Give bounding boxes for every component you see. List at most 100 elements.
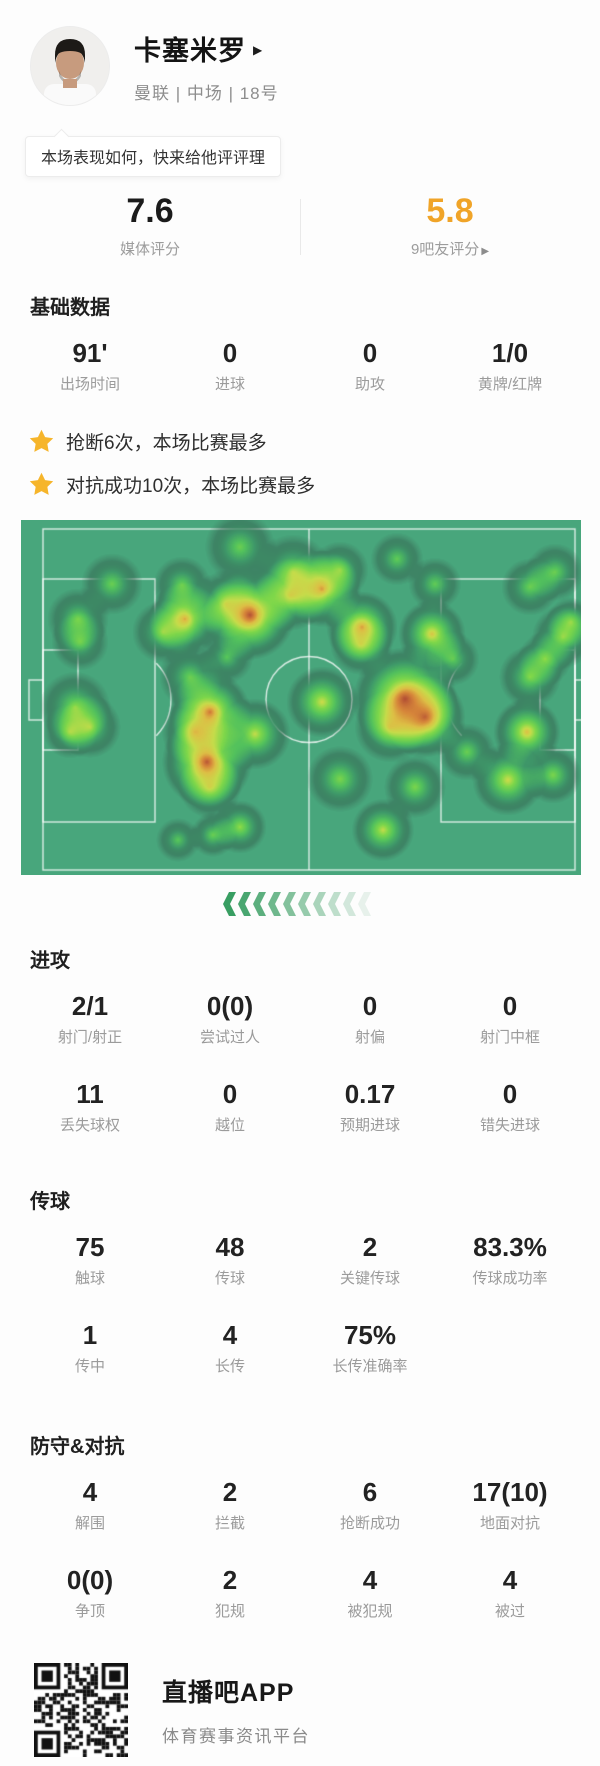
- app-footer: 直播吧APP 体育赛事资讯平台: [34, 1663, 600, 1757]
- fan-rating[interactable]: 5.8 9吧友评分 ▶: [300, 191, 600, 259]
- stat-进球: 0 进球: [160, 336, 300, 396]
- stat-拦截: 2 拦截: [160, 1475, 300, 1535]
- rate-prompt-bubble[interactable]: 本场表现如何，快来给他评评理: [25, 128, 282, 177]
- stat-value: 4: [502, 1565, 518, 1595]
- stat-label: 错失进球: [479, 1117, 540, 1134]
- highlight-item: 抢断6次，本场比赛最多: [28, 428, 600, 455]
- stat-错失进球: 0 错失进球: [440, 1077, 580, 1137]
- stat-被犯规: 4 被犯规: [300, 1563, 440, 1623]
- stat-label: 丢失球权: [59, 1117, 120, 1134]
- chevron-right-icon: ▶: [253, 42, 263, 57]
- avatar[interactable]: [30, 26, 110, 106]
- stat-射门/射正: 2/1 射门/射正: [20, 989, 160, 1049]
- stat-value: 2/1: [71, 991, 109, 1021]
- player-name: 卡塞米罗: [134, 35, 246, 66]
- stat-解围: 4 解围: [20, 1475, 160, 1535]
- stat-value: 2: [222, 1565, 238, 1595]
- stat-射偏: 0 射偏: [300, 989, 440, 1049]
- stat-label: 解围: [74, 1515, 105, 1532]
- stat-label: 抢断成功: [339, 1515, 400, 1532]
- footer-text: 直播吧APP 体育赛事资讯平台: [162, 1673, 310, 1747]
- qr-code: [34, 1663, 128, 1757]
- stat-被过: 4 被过: [440, 1563, 580, 1623]
- highlight-item: 对抗成功10次，本场比赛最多: [28, 471, 600, 498]
- star-icon: [29, 429, 54, 452]
- stat-row: 4 解围 2 拦截 6 抢断成功 17(10) 地面对抗: [0, 1475, 600, 1535]
- stat-label: 预期进球: [339, 1117, 400, 1134]
- stat-尝试过人: 0(0) 尝试过人: [160, 989, 300, 1049]
- ratings-row: 7.6 媒体评分 5.8 9吧友评分 ▶: [0, 191, 600, 259]
- star-icon: [29, 472, 54, 495]
- stat-value: 2: [362, 1232, 378, 1262]
- stat-value: 48: [215, 1232, 245, 1262]
- stat-value: 91': [72, 338, 108, 368]
- section-title: 基础数据: [30, 297, 110, 319]
- section-attack: 进攻 2/1 射门/射正 0(0) 尝试过人 0 射偏 0 射门中框 11 丢失球权 0 越位 0.17…: [0, 944, 600, 1137]
- stat-label: 越位: [214, 1117, 245, 1134]
- stat-value: 1/0: [491, 338, 529, 368]
- stat-value: 6: [362, 1477, 378, 1507]
- stat-value: 75: [75, 1232, 105, 1262]
- stat-预期进球: 0.17 预期进球: [300, 1077, 440, 1137]
- stat-label: 犯规: [214, 1603, 245, 1620]
- stat-row: 1 传中 4 长传 75% 长传准确率: [0, 1318, 600, 1378]
- stat-犯规: 2 犯规: [160, 1563, 300, 1623]
- player-header: 卡塞米罗 ▶ 曼联 | 中场 | 18号: [0, 0, 600, 106]
- chevrons-left-decoration: [0, 890, 600, 918]
- fan-rating-value: 5.8: [426, 192, 474, 230]
- stat-label: 传球: [214, 1270, 245, 1287]
- player-head-text: 卡塞米罗 ▶ 曼联 | 中场 | 18号: [134, 29, 279, 104]
- media-rating-value: 7.6: [126, 192, 174, 230]
- stat-传球成功率: 83.3% 传球成功率: [440, 1230, 580, 1290]
- passing-stats-grid: 75 触球 48 传球 2 关键传球 83.3% 传球成功率 1 传中 4 长传 75% 长传准确率: [0, 1230, 600, 1378]
- player-heatmap: [21, 520, 581, 875]
- stat-label: 传中: [74, 1358, 105, 1375]
- stat-label: 被过: [494, 1603, 525, 1620]
- stat-label: 射偏: [354, 1029, 385, 1046]
- stat-label: 射门/射正: [57, 1029, 123, 1046]
- stat-value: 4: [362, 1565, 378, 1595]
- stat-value: 0: [222, 338, 238, 368]
- stat-label: 关键传球: [339, 1270, 400, 1287]
- stat-label: 长传: [214, 1358, 245, 1375]
- stat-value: 2: [222, 1477, 238, 1507]
- stat-抢断成功: 6 抢断成功: [300, 1475, 440, 1535]
- media-rating: 7.6 媒体评分: [0, 191, 300, 259]
- stat-关键传球: 2 关键传球: [300, 1230, 440, 1290]
- stat-争顶: 0(0) 争顶: [20, 1563, 160, 1623]
- rate-prompt-wrap: 本场表现如何，快来给他评评理: [0, 128, 600, 177]
- stat-label: 进球: [214, 376, 245, 393]
- stat-label: 尝试过人: [199, 1029, 260, 1046]
- stat-value: 0(0): [206, 991, 254, 1021]
- defense-stats-grid: 4 解围 2 拦截 6 抢断成功 17(10) 地面对抗 0(0) 争顶 2 犯规 4 被犯规 4 被过: [0, 1475, 600, 1623]
- stat-row: 0(0) 争顶 2 犯规 4 被犯规 4 被过: [0, 1563, 600, 1623]
- match-highlights: 抢断6次，本场比赛最多对抗成功10次，本场比赛最多: [0, 428, 600, 498]
- stat-label: 被犯规: [347, 1603, 393, 1620]
- stat-row: 11 丢失球权 0 越位 0.17 预期进球 0 错失进球: [0, 1077, 600, 1137]
- stat-value: 1: [82, 1320, 98, 1350]
- player-name-row[interactable]: 卡塞米罗 ▶: [134, 29, 279, 68]
- stat-label: 黄牌/红牌: [477, 376, 543, 393]
- stat-row: 91' 出场时间 0 进球 0 助攻 1/0 黄牌/红牌: [0, 336, 600, 396]
- stat-value: 0: [362, 338, 378, 368]
- player-photo: [31, 27, 109, 105]
- stat-value: 0(0): [66, 1565, 114, 1595]
- section-title: 传球: [30, 1191, 70, 1213]
- stat-传球: 48 传球: [160, 1230, 300, 1290]
- stat-value: 0: [502, 991, 518, 1021]
- section-title: 进攻: [30, 950, 70, 972]
- stat-value: 17(10): [472, 1477, 548, 1507]
- stat-label: 射门中框: [479, 1029, 540, 1046]
- highlight-text: 抢断6次，本场比赛最多: [66, 433, 267, 454]
- stat-row: 75 触球 48 传球 2 关键传球 83.3% 传球成功率: [0, 1230, 600, 1290]
- section-passing: 传球 75 触球 48 传球 2 关键传球 83.3% 传球成功率 1 传中 4 长传 75% 长传准确率: [0, 1185, 600, 1378]
- stat-value: 0: [222, 1079, 238, 1109]
- stat-value: 0.17: [344, 1079, 396, 1109]
- stat-触球: 75 触球: [20, 1230, 160, 1290]
- stat-label: 触球: [74, 1270, 105, 1287]
- stat-value: 0: [362, 991, 378, 1021]
- stat-label: 争顶: [74, 1603, 105, 1620]
- attack-stats-grid: 2/1 射门/射正 0(0) 尝试过人 0 射偏 0 射门中框 11 丢失球权 0 越位 0.17 预期进…: [0, 989, 600, 1137]
- stat-助攻: 0 助攻: [300, 336, 440, 396]
